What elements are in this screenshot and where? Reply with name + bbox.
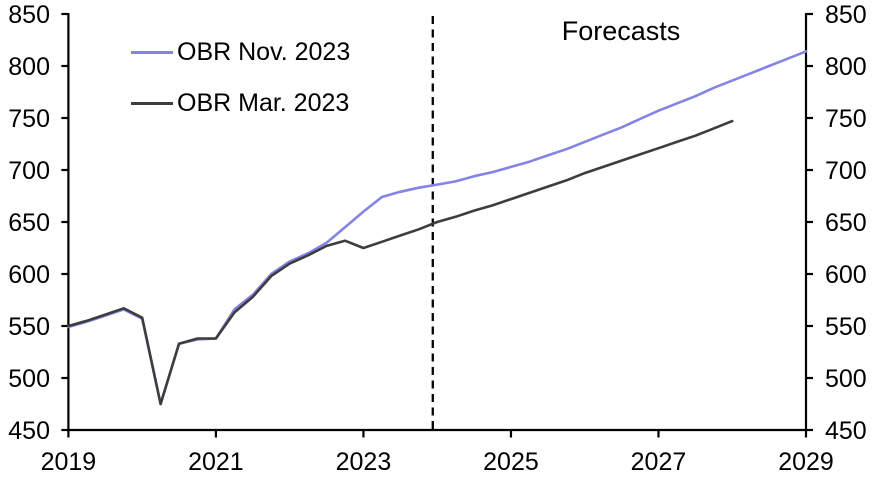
y-tick-label-right-550: 550 bbox=[825, 313, 867, 341]
y-tick-label-right-450: 450 bbox=[825, 417, 867, 445]
x-tick-label-2019: 2019 bbox=[41, 448, 97, 476]
legend-label-obr-nov-2023: OBR Nov. 2023 bbox=[177, 37, 351, 66]
y-tick-label-right-600: 600 bbox=[825, 261, 867, 289]
x-tick-label-2023: 2023 bbox=[336, 448, 392, 476]
y-tick-label-left-500: 500 bbox=[8, 365, 50, 393]
x-tick-label-2027: 2027 bbox=[631, 448, 687, 476]
series-line-obr-mar-2023 bbox=[67, 119, 734, 406]
y-tick-label-left-800: 800 bbox=[8, 53, 50, 81]
y-tick-label-left-850: 850 bbox=[8, 1, 50, 29]
y-tick-label-right-800: 800 bbox=[825, 53, 867, 81]
y-tick-label-left-700: 700 bbox=[8, 157, 50, 185]
y-tick-label-right-500: 500 bbox=[825, 365, 867, 393]
legend-line-swatch-nov-icon bbox=[131, 50, 173, 54]
y-tick-label-right-850: 850 bbox=[825, 1, 867, 29]
y-tick-label-left-450: 450 bbox=[8, 417, 50, 445]
y-tick-label-left-750: 750 bbox=[8, 105, 50, 133]
y-tick-label-left-550: 550 bbox=[8, 313, 50, 341]
y-tick-label-left-650: 650 bbox=[8, 209, 50, 237]
y-tick-label-left-600: 600 bbox=[8, 261, 50, 289]
x-tick-label-2029: 2029 bbox=[778, 448, 834, 476]
legend-line-swatch-mar-icon bbox=[131, 101, 173, 105]
legend-item-obr-mar-2023: OBR Mar. 2023 bbox=[131, 88, 349, 118]
legend-label-obr-mar-2023: OBR Mar. 2023 bbox=[177, 88, 350, 117]
y-tick-label-right-700: 700 bbox=[825, 157, 867, 185]
y-tick-label-right-650: 650 bbox=[825, 209, 867, 237]
legend-item-obr-nov-2023: OBR Nov. 2023 bbox=[131, 37, 350, 67]
y-tick-label-right-750: 750 bbox=[825, 105, 867, 133]
x-tick-label-2021: 2021 bbox=[188, 448, 244, 476]
x-tick-label-2025: 2025 bbox=[483, 448, 539, 476]
forecasts-annotation: Forecasts bbox=[561, 16, 681, 46]
